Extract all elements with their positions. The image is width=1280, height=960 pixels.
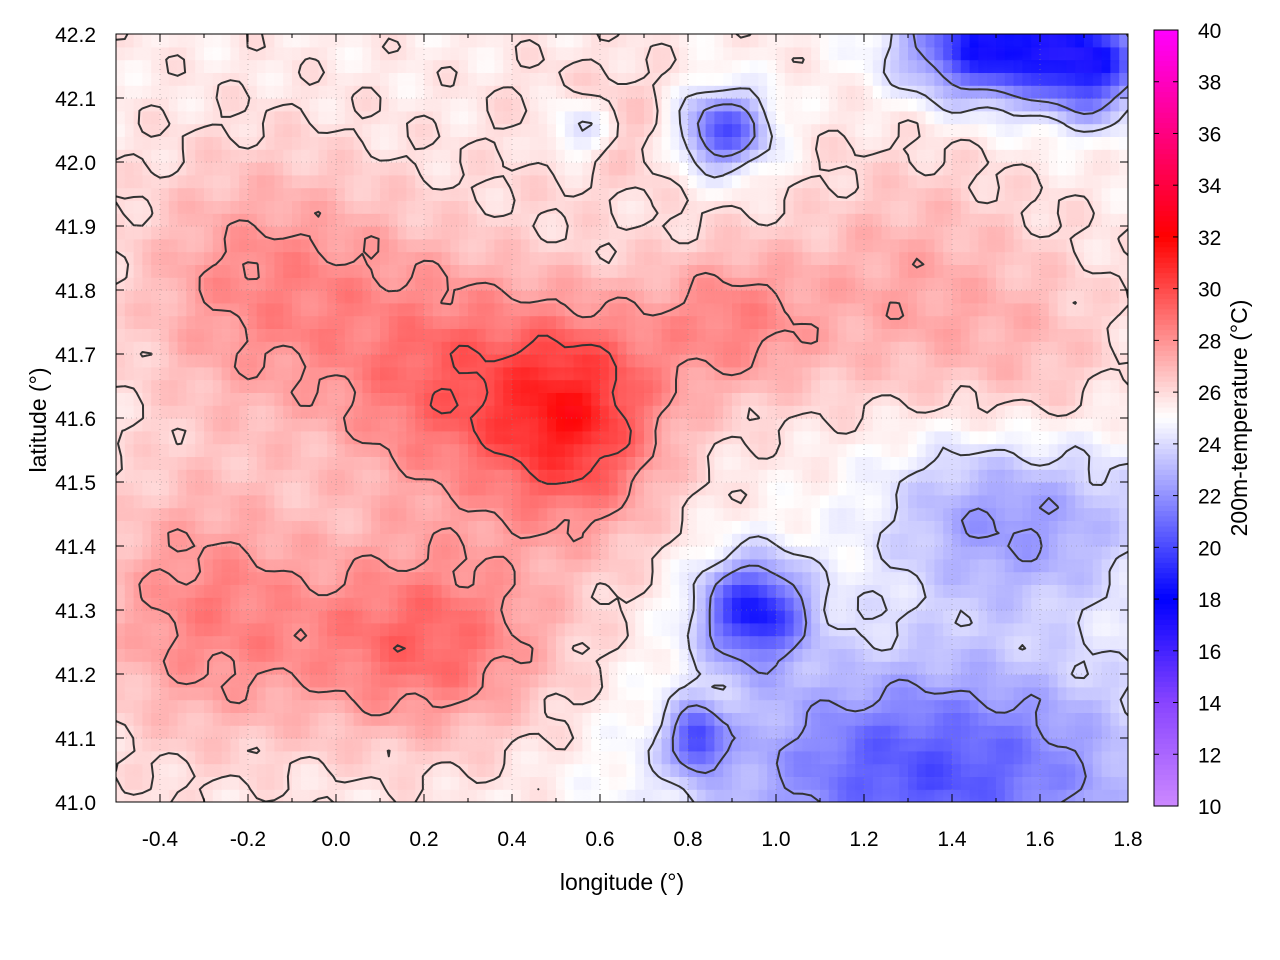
temperature-field	[116, 34, 1128, 802]
